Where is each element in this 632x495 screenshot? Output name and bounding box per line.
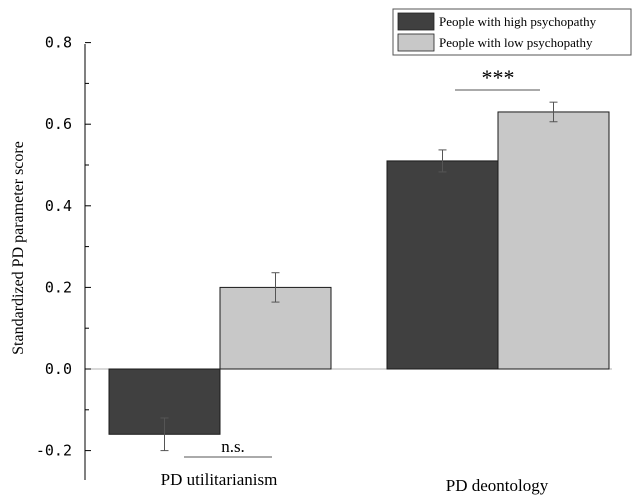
y-axis-label: Standardized PD parameter score — [10, 141, 27, 355]
y-tick-label: 0.8 — [45, 34, 72, 52]
y-tick-label: 0.6 — [45, 115, 72, 133]
legend: People with high psychopathy People with… — [392, 8, 632, 56]
category-label-pd-deontology: PD deontology — [446, 476, 549, 495]
bar-high-psychopathy-deontology — [386, 160, 499, 370]
y-tick-label: -0.2 — [36, 442, 72, 460]
legend-swatch-high — [397, 12, 435, 31]
ns-annotation: n.s. — [221, 437, 245, 456]
legend-label-high: People with high psychopathy — [439, 14, 597, 29]
legend-swatch-low — [397, 33, 435, 52]
category-label-pd-utilitarianism: PD utilitarianism — [161, 470, 278, 489]
bar-low-psychopathy-deontology — [497, 111, 610, 370]
legend-label-low: People with low psychopathy — [439, 35, 593, 50]
y-tick-label: 0.4 — [45, 197, 72, 215]
significance-annotation: *** — [482, 65, 515, 90]
y-tick-label: 0.0 — [45, 360, 72, 378]
y-tick-label: 0.2 — [45, 278, 72, 296]
